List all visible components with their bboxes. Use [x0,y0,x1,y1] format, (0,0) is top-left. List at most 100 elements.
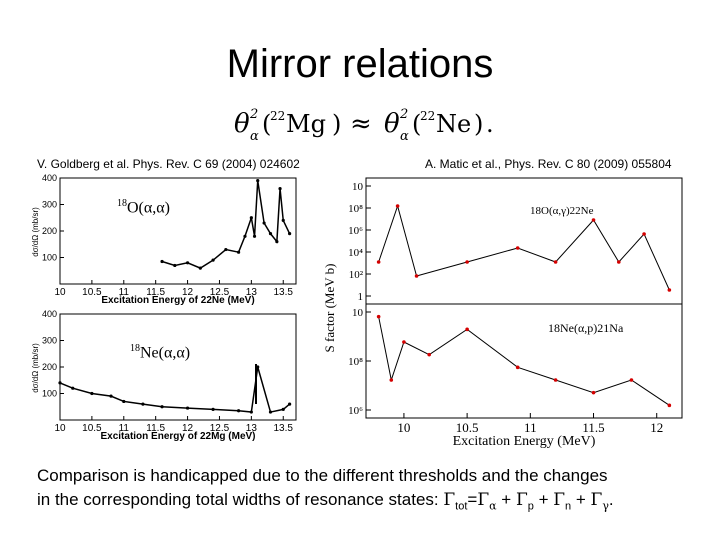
rb-title: 18Ne(α,p)21Na [548,321,624,335]
rb-xtick-label: 11 [524,420,537,435]
lb-data-point [249,410,253,414]
formula-rhs-super: 2 [399,107,408,122]
formula-rhs-sub: α [400,129,409,144]
svg-text:): ) [474,110,483,138]
lb-data-point [288,402,292,406]
lt-data-point [268,232,273,236]
lb-xtick-label: 12.5 [210,423,230,434]
lt-data-point [160,259,164,264]
lb-data-point [109,394,113,398]
lb-ylabel: dσ/dΩ (mb/sr) [31,343,40,393]
lt-data-point [211,258,215,262]
lt-data-point [185,261,190,265]
lt-xlabel: Excitation Energy of 22Ne (MeV) [101,295,254,306]
lb-xtick-label: 13 [246,423,258,434]
lt-data-point [288,232,292,236]
lt-xtick-label: 11 [119,287,130,298]
lt-ytick-label: 100 [42,253,57,263]
lb-xlabel: Excitation Energy of 22Mg (MeV) [100,431,255,442]
lb-xtick-label: 12 [182,423,194,434]
lt-ylabel: dσ/dΩ (mb/sr) [31,207,40,257]
lt-data-point [281,218,285,222]
rb-data-point [553,378,558,382]
svg-text:): ) [332,110,341,138]
lt-ytick-label: 400 [42,173,57,183]
mirror-formula: θ 2 α ( 22 Mg ) ≈ θ 2 α ( 22 Ne ) . [234,107,494,144]
lt-data-point [262,221,266,225]
svg-text:(: ( [262,110,271,138]
lb-ytick-label: 100 [42,389,57,399]
rb-xtick-label: 10.5 [456,420,479,435]
lt-xtick-label: 12.5 [210,287,230,298]
formula-rhs-element: Ne [436,110,471,138]
lt-xtick-label: 12 [182,287,194,298]
rt-data-point [553,260,558,264]
formula-rhs-theta: θ [384,109,400,139]
lt-data-point [236,250,241,254]
chart-left-top: 100 200 300 400 10 10.5 11 11.5 12 12.5 13 13.5 dσ… [31,173,297,306]
reaction-label-ne18: 18Ne(α,α) [130,343,191,362]
lt-data-point [275,240,279,244]
lb-data-point [122,399,126,404]
rb-xtick-label: 11.5 [582,420,604,435]
rb-data-point [389,378,394,382]
lb-xtick-label: 10 [54,423,66,434]
rb-data-point [427,352,431,357]
rb-data-point [667,403,672,408]
lb-data-point [141,402,145,406]
lt-ytick-label: 300 [42,200,57,210]
rt-ytick-label: 1 [358,291,364,303]
lb-ytick-label: 300 [42,336,57,346]
rb-ytick-label: 10 [352,307,364,319]
rt-data-point [376,260,381,264]
lt-ytick-label: 200 [42,226,57,236]
formula-rhs-mass: 22 [420,109,435,123]
lt-data-point [224,247,228,252]
reaction-label-o18: 18O(α,α) [117,198,170,217]
lt-series-line [161,180,291,269]
caption-line1: Comparison is handicapped due to the dif… [37,466,608,485]
rt-data-point [395,204,400,208]
rb-series-line [378,316,670,406]
lb-data-point [71,386,75,390]
lb-data-point [185,406,190,410]
lt-data-point [198,266,202,270]
lb-xtick-label: 11 [119,423,130,434]
rb-data-point [402,340,406,344]
lb-xtick-label: 11.5 [146,423,165,434]
formula-end: . [486,110,494,138]
lb-data-point [211,407,215,411]
lb-data-point [58,381,62,385]
lb-xtick-label: 10.5 [82,423,102,434]
rb-xtick-label: 10 [397,420,410,435]
caption: Comparison is handicapped due to the dif… [37,464,717,518]
chart-left-bottom: 100 200 300 400 10 10.5 11 11.5 12 12.5 13 13.5 dσ… [31,309,297,442]
lb-ytick-label: 200 [42,362,57,372]
lb-data-point [90,391,94,396]
lt-data-point [256,179,260,183]
citation-left: V. Goldberg et al. Phys. Rev. C 69 (2004… [37,157,300,171]
lt-xtick-label: 13.5 [274,287,294,298]
rb-ytick-label: 10⁸ [348,356,363,368]
formula-lhs-mass: 22 [270,109,285,123]
rt-data-point [617,260,621,264]
rt-ytick-label: 10⁴ [348,247,363,259]
lt-data-point [249,216,253,220]
svg-text:(: ( [412,110,421,138]
lt-xtick-label: 10 [54,287,66,298]
rt-data-point [515,246,520,250]
lt-xtick-label: 13 [246,287,258,298]
rt-title: 18O(α,γ)22Ne [530,205,594,217]
lt-data-point [243,234,247,238]
lt-data-point [252,234,257,238]
rt-data-point [591,218,596,222]
lb-data-point [268,410,273,414]
rt-data-point [414,274,419,278]
rb-data-point [515,365,520,370]
rb-data-point [376,314,381,319]
formula-lhs-sub: α [250,129,259,144]
lt-xtick-label: 11.5 [146,287,165,298]
rt-ytick-label: 10² [349,269,364,281]
citation-right: A. Matic et al., Phys. Rev. C 80 (2009) … [425,157,672,171]
